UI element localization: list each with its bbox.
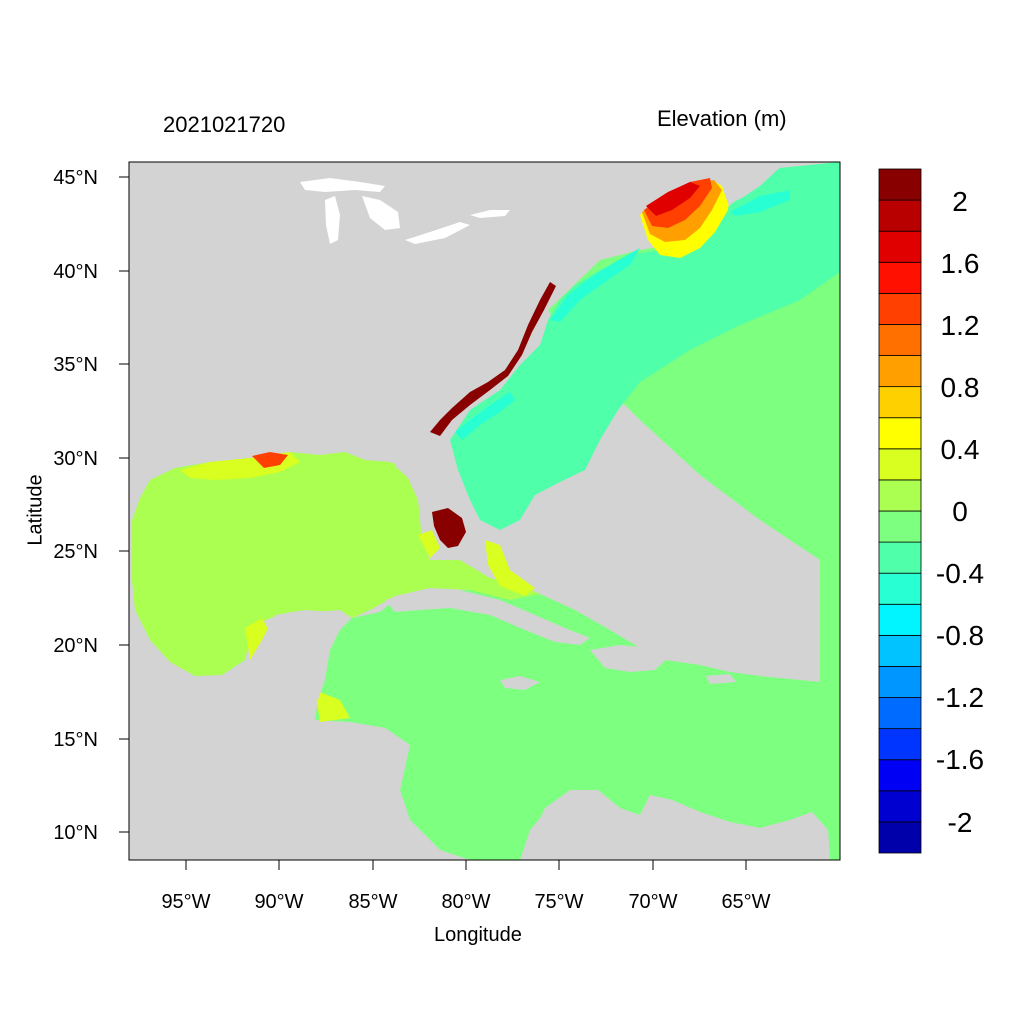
gulf-surge-louisiana (252, 452, 288, 468)
colorbar-swatch (878, 666, 922, 698)
cuba-land (385, 590, 590, 645)
colorbar-swatch (878, 603, 922, 636)
colorbar-label: 2 (952, 186, 968, 217)
colorbar-swatch (878, 417, 922, 450)
date-label: 2021021720 (163, 112, 286, 137)
colorbar-label: 1.2 (941, 310, 980, 341)
colorbar-swatch (878, 355, 922, 388)
puerto-rico-land (706, 674, 736, 684)
colorbar-label: 0 (952, 496, 968, 527)
gulf-of-mexico (132, 452, 540, 676)
colorbar-label: -0.8 (936, 620, 984, 651)
plot-frame (128, 161, 841, 861)
colorbar-label: -1.2 (936, 682, 984, 713)
gulf-shelf-yucatan (245, 618, 270, 660)
x-axis-title: Longitude (434, 924, 522, 946)
lake-erie (405, 222, 470, 244)
y-tick-label: 35°N (53, 354, 98, 376)
colorbar-swatch (878, 697, 922, 730)
colorbar-label: -2 (948, 807, 973, 838)
lake-ontario (470, 210, 510, 218)
nearshore-depression-2 (730, 190, 790, 216)
lake-michigan (325, 196, 340, 244)
colorbar-swatch (878, 199, 922, 232)
east-coast-surge (430, 282, 556, 436)
colorbar-swatch (878, 292, 922, 325)
colorbar-swatch (878, 230, 922, 263)
x-tick-label: 95°W (161, 891, 210, 913)
colorbar-label: -1.6 (936, 744, 984, 775)
y-tick-labels: 45°N 40°N 35°N 30°N 25°N 20°N 15°N 10°N (53, 167, 98, 844)
colorbar-swatch (878, 386, 922, 419)
nearshore-depression-3 (455, 392, 515, 440)
lake-huron (362, 196, 400, 230)
x-tick-label: 65°W (721, 891, 770, 913)
yucatan-land (250, 610, 338, 702)
y-tick-label: 25°N (53, 541, 98, 563)
colorbar-swatch (878, 728, 922, 761)
colorbar-swatch (878, 168, 922, 201)
colorbar-swatch (878, 541, 922, 574)
jamaica-land (500, 676, 540, 690)
y-tick-label: 30°N (53, 448, 98, 470)
central-america-land (129, 720, 470, 860)
colorbar-swatch (878, 324, 922, 356)
hispaniola-land (590, 645, 668, 672)
y-tick-label: 40°N (53, 261, 98, 283)
units-label: Elevation (m) (657, 106, 787, 131)
y-tick-label: 10°N (53, 822, 98, 844)
maine-surge-darkred (646, 182, 700, 216)
bahamas-shelf (485, 540, 535, 596)
x-tick-label: 85°W (348, 891, 397, 913)
nova-scotia-land (720, 165, 775, 204)
florida-surge (432, 508, 466, 548)
lake-superior (300, 178, 385, 192)
colorbar-label: 0.8 (941, 372, 980, 403)
colorbar-label: -0.4 (936, 558, 984, 589)
x-tick-label: 75°W (534, 891, 583, 913)
nearshore-depression (550, 248, 640, 322)
gulf-shelf-florida (418, 530, 440, 558)
y-axis-ticks (119, 176, 129, 833)
x-axis-ticks (185, 860, 747, 870)
colorbar-swatch (878, 790, 922, 823)
colorbar-swatch (878, 572, 922, 605)
x-tick-label: 90°W (254, 891, 303, 913)
colorbar (878, 168, 922, 854)
colorbar-labels: 2 1.6 1.2 0.8 0.4 0 -0.4 -0.8 -1.2 -1.6 … (936, 186, 984, 838)
map-layers (129, 162, 840, 860)
y-tick-label: 45°N (53, 167, 98, 189)
colorbar-swatch (878, 261, 922, 294)
atlantic-shelf (450, 162, 840, 530)
colorbar-swatch (878, 510, 922, 543)
colorbar-swatch (878, 448, 922, 481)
south-america-land (520, 790, 830, 860)
colorbar-label: 0.4 (941, 434, 980, 465)
central-america-shelf (315, 690, 350, 722)
y-tick-label: 15°N (53, 729, 98, 751)
y-tick-label: 20°N (53, 635, 98, 657)
colorbar-label: 1.6 (941, 248, 980, 279)
x-tick-labels: 95°W 90°W 85°W 80°W 75°W 70°W 65°W (161, 891, 770, 913)
x-tick-label: 70°W (628, 891, 677, 913)
colorbar-swatch (878, 479, 922, 512)
colorbar-swatch (878, 821, 922, 854)
colorbar-swatch (878, 634, 922, 667)
x-tick-label: 80°W (441, 891, 490, 913)
colorbar-swatch (878, 759, 922, 792)
